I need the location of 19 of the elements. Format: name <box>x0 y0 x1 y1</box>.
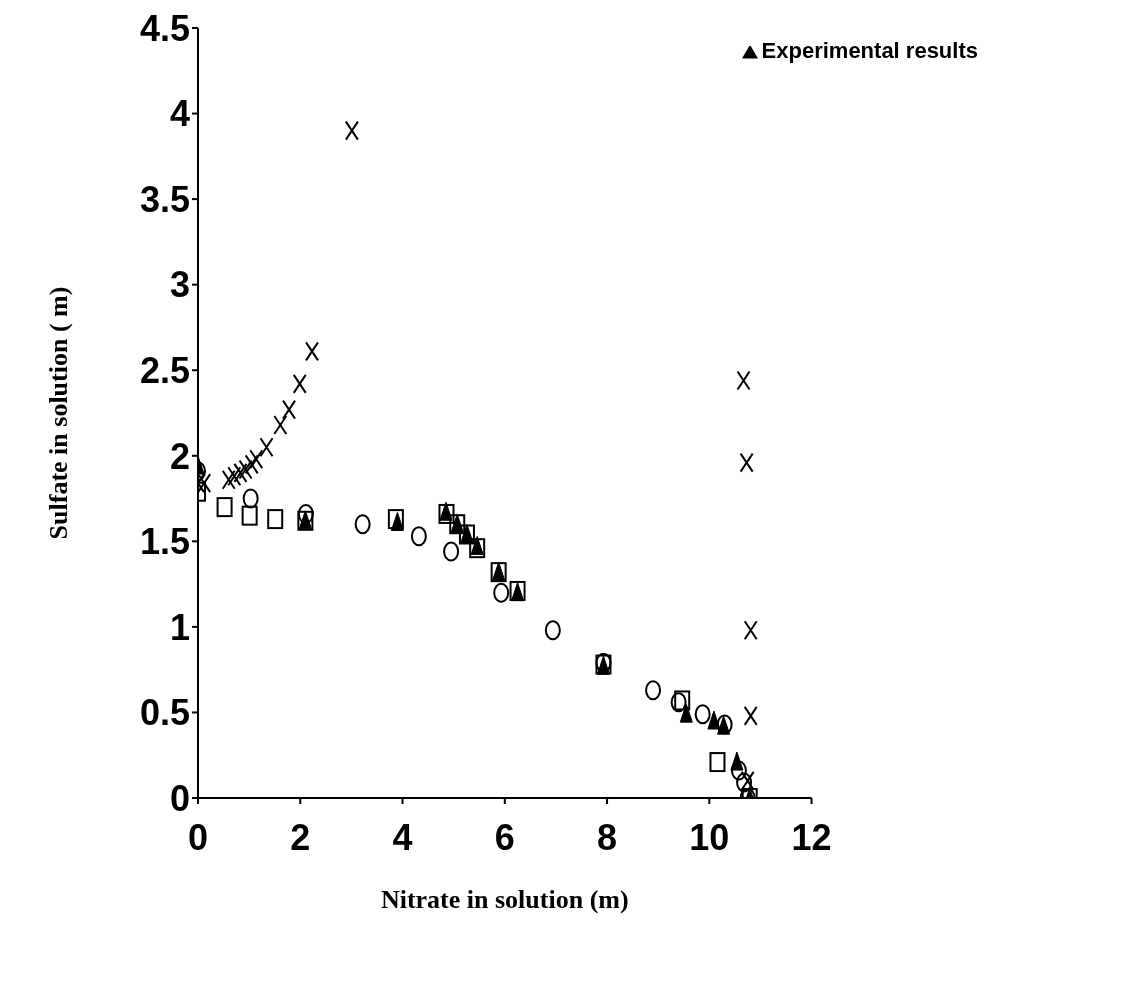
x-tick-label: 10 <box>689 816 730 858</box>
y-tick-label: 2.5 <box>139 350 190 391</box>
x-axis-title: Nitrate in solution (m) <box>380 885 629 914</box>
x-tick-label: 4 <box>392 816 413 858</box>
x-tick-label: 2 <box>290 816 311 858</box>
legend-label: Experimental results <box>761 38 978 63</box>
y-tick-label: 3 <box>169 264 190 306</box>
y-tick-label: 0 <box>169 777 190 819</box>
y-tick-label: 3.5 <box>139 178 190 220</box>
y-tick-label: 2 <box>169 435 190 477</box>
y-tick-label: 4.5 <box>139 7 190 49</box>
x-tick-label: 6 <box>494 816 515 858</box>
y-tick-label: 4 <box>169 93 190 135</box>
y-tick-label: 1 <box>169 606 190 648</box>
x-tick-label: 12 <box>791 816 832 858</box>
y-tick-label: 1.5 <box>139 521 190 563</box>
y-tick-label: 0.5 <box>139 692 190 734</box>
x-tick-label: 8 <box>597 816 618 858</box>
y-axis-title: Sulfate in solution ( m) <box>44 286 74 540</box>
